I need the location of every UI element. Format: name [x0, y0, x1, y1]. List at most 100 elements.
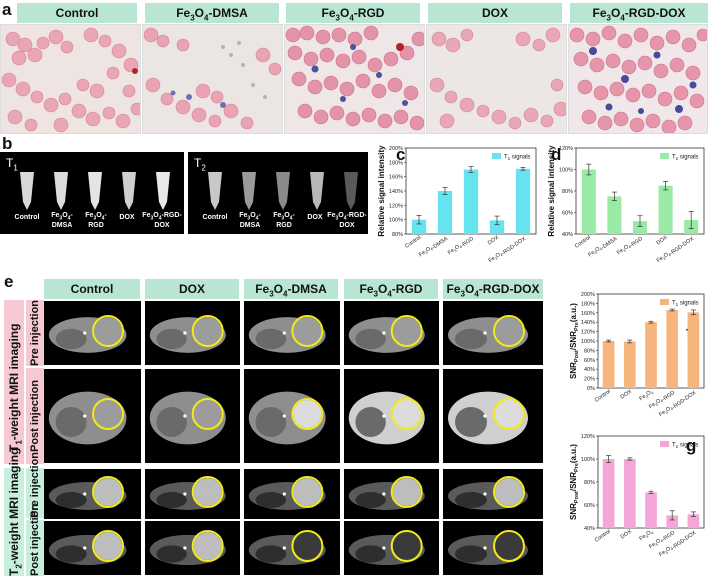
mri-t2-post-fe3o4-dmsa: [244, 521, 340, 575]
x-tick-label: Fe3O4-DMSA: [587, 235, 618, 260]
bar: [581, 169, 596, 234]
y-tick-label: 120%: [389, 203, 403, 209]
t1-tube-label-fe3o4-rgd-dox: Fe3O4-RGD- DOX: [142, 212, 182, 230]
y-tick-label: 120%: [559, 146, 573, 152]
panel-e-header-dox: DOX: [145, 279, 239, 299]
legend-swatch: [492, 153, 501, 159]
panel-label-c: c: [396, 145, 406, 164]
y-tick-label: 100%: [559, 168, 573, 174]
t1-post-sidebar: [26, 368, 44, 464]
tumor-circle: [291, 315, 324, 347]
bar: [602, 459, 615, 528]
legend-label: T2 signals: [672, 155, 699, 162]
bar: [602, 341, 615, 388]
bar: [666, 515, 679, 528]
legend-swatch: [660, 299, 669, 305]
t2-group-label: T2-weight MRI imaging: [7, 447, 24, 576]
x-tick-label: Control: [574, 235, 592, 250]
y-tick-label: 160%: [581, 311, 595, 317]
tube-image-t2: T2 Control Fe3O4- DMSA Fe3O4- RGD DOX Fe3O…: [188, 152, 368, 234]
chart-c: 80% 100% 120% 140% 160% 180% 200%Relative sign…: [377, 145, 537, 262]
tumor-circle: [390, 530, 423, 562]
chart-f: 0% 20% 40% 60% 80% 100% 120% 140% 160% 180% 200%SN…: [569, 292, 705, 420]
tumor-circle: [291, 476, 324, 508]
bar: [666, 309, 679, 388]
t2-post-label: Post injection: [29, 503, 41, 576]
t2-tube-label-fe3o4-rgd: Fe3O4- RGD: [273, 212, 295, 230]
t1-tube-label-fe3o4-rgd: Fe3O4- RGD: [85, 212, 107, 230]
t2-pre-sidebar: [26, 468, 44, 518]
x-tick-label: DOX: [620, 389, 633, 401]
t2-group-sidebar: [4, 468, 24, 576]
mri-t1-post-dox: [145, 369, 240, 463]
x-tick-label: Fe3O4-RGD-DOX: [658, 529, 698, 560]
y-tick-label: 120%: [581, 330, 595, 336]
y-axis-label: SNRPost/SNRPre(a.u.): [569, 303, 580, 379]
tumor-circle: [493, 315, 525, 347]
legend-label: T1 signals: [504, 155, 531, 162]
bar: [632, 221, 648, 234]
y-tick-label: 40%: [584, 526, 595, 532]
x-tick-label: Fe3O4-RGD: [616, 235, 644, 258]
tube-image-t1: T1 Control Fe3O4- DMSA Fe3O4- RGD DOX Fe3O…: [0, 152, 184, 234]
t1-tube-label-fe3o4-dmsa: Fe3O4- DMSA: [51, 212, 73, 230]
y-tick-label: 60%: [584, 358, 595, 364]
x-tick-label: Fe3O4-RGD: [447, 235, 475, 258]
tumor-circle: [291, 530, 324, 562]
mri-t2-pre-fe3o4-rgd: [344, 469, 439, 519]
t1-group-sidebar: [4, 300, 24, 464]
t1-label: T1: [6, 156, 18, 173]
tumor-circle: [291, 398, 324, 430]
y-tick-label: 80%: [584, 348, 595, 354]
x-tick-label: Fe3O4: [638, 528, 655, 542]
t1-tube-label-control: Control: [14, 214, 40, 221]
y-tick-label: 160%: [389, 175, 403, 181]
bar: [645, 322, 657, 388]
mri-t2-post-control: [44, 521, 141, 575]
bar: [645, 492, 657, 528]
y-axis-label: Relative signal intensity: [547, 145, 556, 237]
bar: [687, 514, 700, 528]
mri-t1-pre-fe3o4-rgd: [344, 301, 439, 365]
legend-swatch: [660, 441, 669, 447]
mri-t2-post-dox: [145, 521, 240, 575]
panel-e-header-control: Control: [44, 279, 140, 299]
t1-group-label: T1-weight MRI imaging: [7, 323, 24, 452]
y-tick-label: 80%: [584, 480, 595, 486]
y-tick-label: 80%: [562, 189, 573, 195]
tumor-circle: [390, 476, 423, 508]
t1-pre-sidebar: [26, 300, 44, 366]
micrograph-fe3o4-rgd-dox: [568, 24, 708, 134]
mri-t1-pre-dox: [145, 301, 240, 365]
panel-label-a: a: [2, 0, 12, 19]
x-tick-label: Control: [404, 235, 422, 250]
panel-e-header-fe3o4-rgd: Fe3O4-RGD: [344, 279, 438, 299]
chart-g: 40% 60% 80% 100% 120%SNRPost/SNRPre(a.u.) Con…: [569, 434, 705, 560]
t2-label: T2: [194, 156, 206, 173]
x-tick-label: DOX: [487, 235, 500, 247]
tumor-circle: [92, 476, 125, 508]
panel-label-d: d: [551, 145, 562, 164]
y-tick-label: 20%: [584, 377, 595, 383]
t2-post-sidebar: [26, 520, 44, 576]
y-tick-label: 180%: [581, 301, 595, 307]
mri-t1-pre-control: [44, 301, 141, 365]
micrograph-control: [0, 24, 141, 134]
mri-t1-post-fe3o4-rgd-dox: [443, 369, 543, 463]
x-tick-label: Fe3O4-DMSA: [418, 235, 449, 260]
y-axis-label: SNRPost/SNRPre(a.u.): [569, 444, 580, 520]
bar: [411, 219, 427, 234]
bar: [623, 459, 636, 528]
t1-tube-label-dox: DOX: [119, 214, 135, 221]
legend-label: T2 signals: [672, 443, 699, 450]
mri-t2-post-fe3o4-rgd: [344, 521, 439, 575]
tumor-circle: [390, 398, 423, 430]
y-tick-label: 100%: [389, 218, 403, 224]
t2-tube-label-fe3o4-dmsa: Fe3O4- DMSA: [239, 212, 261, 230]
x-tick-label: Fe3O4-RGD-DOX: [658, 389, 698, 420]
panel-a-header-fe3o4-rgd-dox: Fe3O4-RGD-DOX: [570, 3, 708, 23]
bar: [687, 312, 700, 388]
tumor-circle: [92, 398, 125, 430]
y-tick-label: 60%: [562, 211, 573, 217]
x-tick-label: Control: [594, 529, 612, 544]
